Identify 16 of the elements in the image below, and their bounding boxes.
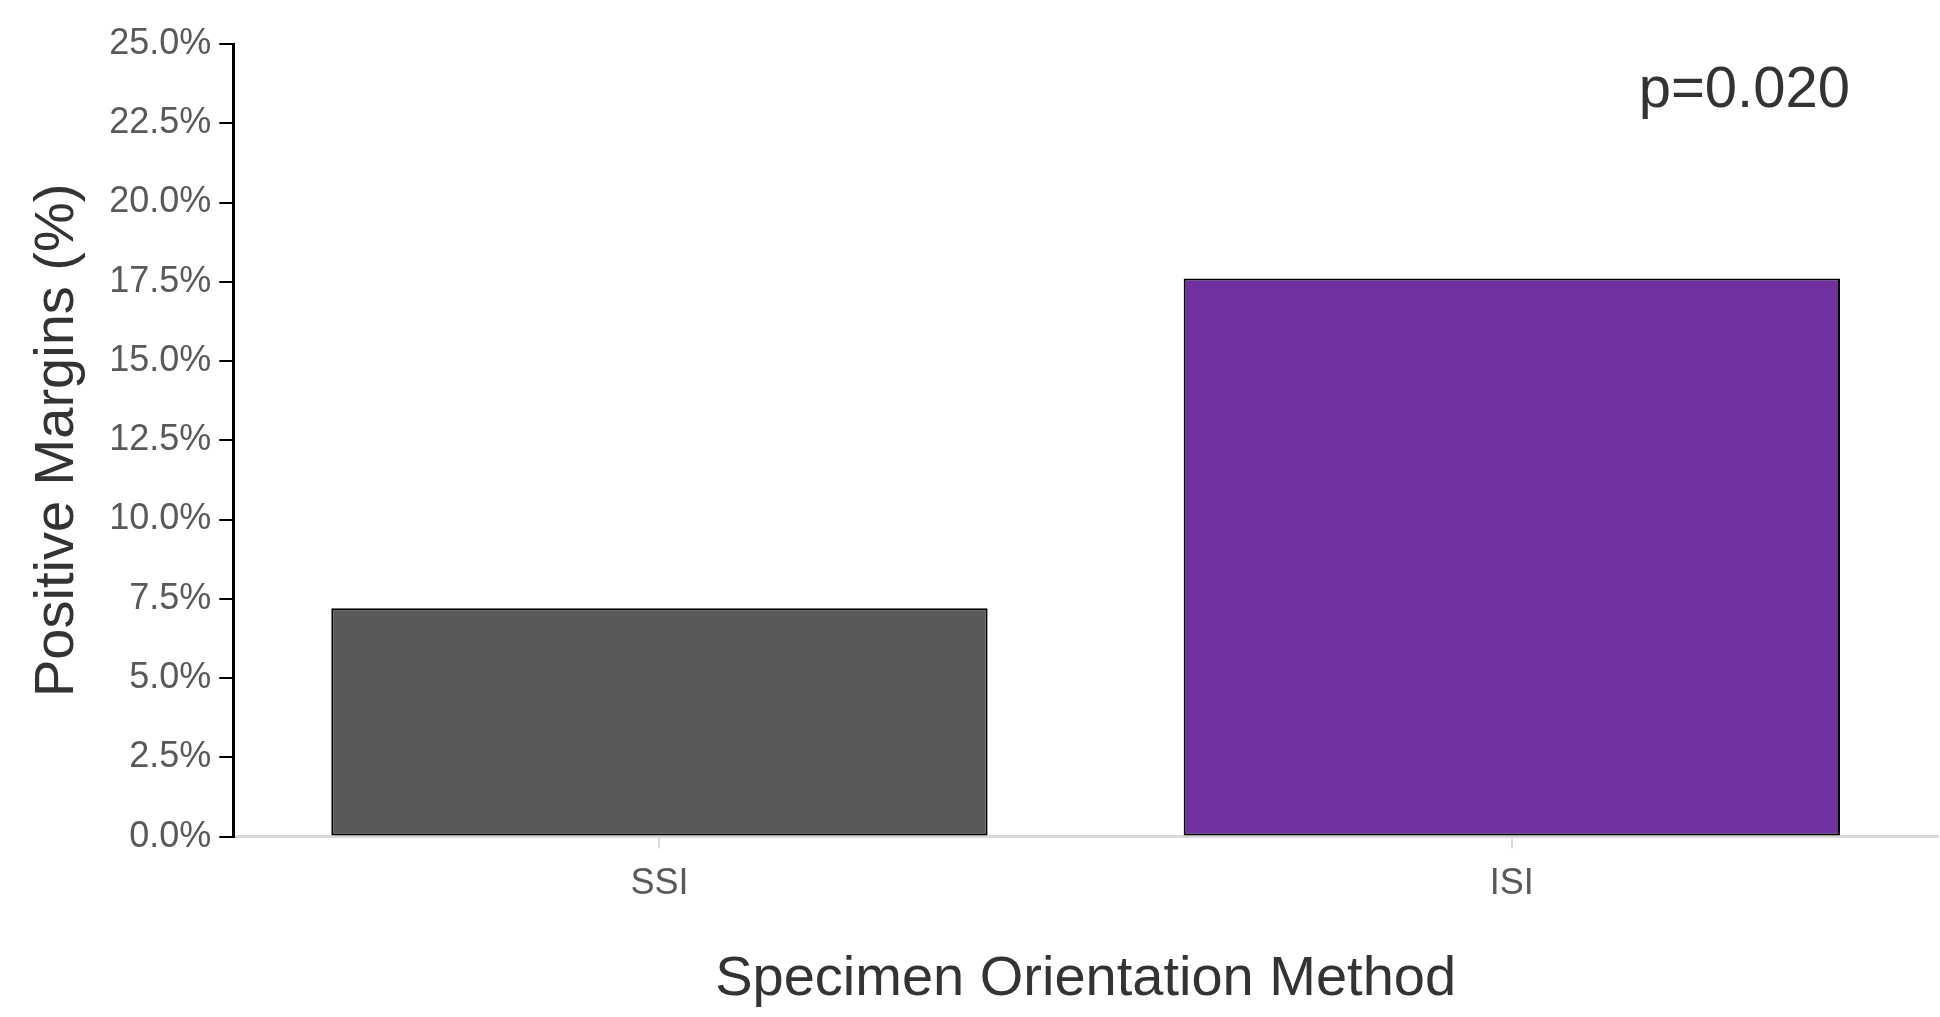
y-tick-label: 10.0% [109,496,212,538]
x-tick-label: SSI [630,861,689,903]
annotation: p=0.020 [1638,54,1850,119]
y-tick-label: 7.5% [129,575,212,617]
y-tick-label: 20.0% [109,179,212,221]
y-tick-label: 17.5% [109,258,212,300]
x-axis-title: Specimen Orientation Method [715,943,1457,1007]
y-axis-title: Positive Margins (%) [22,183,86,698]
y-tick-label: 15.0% [109,337,212,379]
y-tick-label: 22.5% [109,100,212,142]
y-tick-label: 0.0% [129,813,212,855]
x-tick-label: ISI [1489,861,1534,903]
y-tick-label: 12.5% [109,417,212,459]
y-tick-label: 2.5% [129,734,212,776]
y-tick-label: 5.0% [129,655,212,696]
y-tick-label: 25.0% [109,20,212,62]
